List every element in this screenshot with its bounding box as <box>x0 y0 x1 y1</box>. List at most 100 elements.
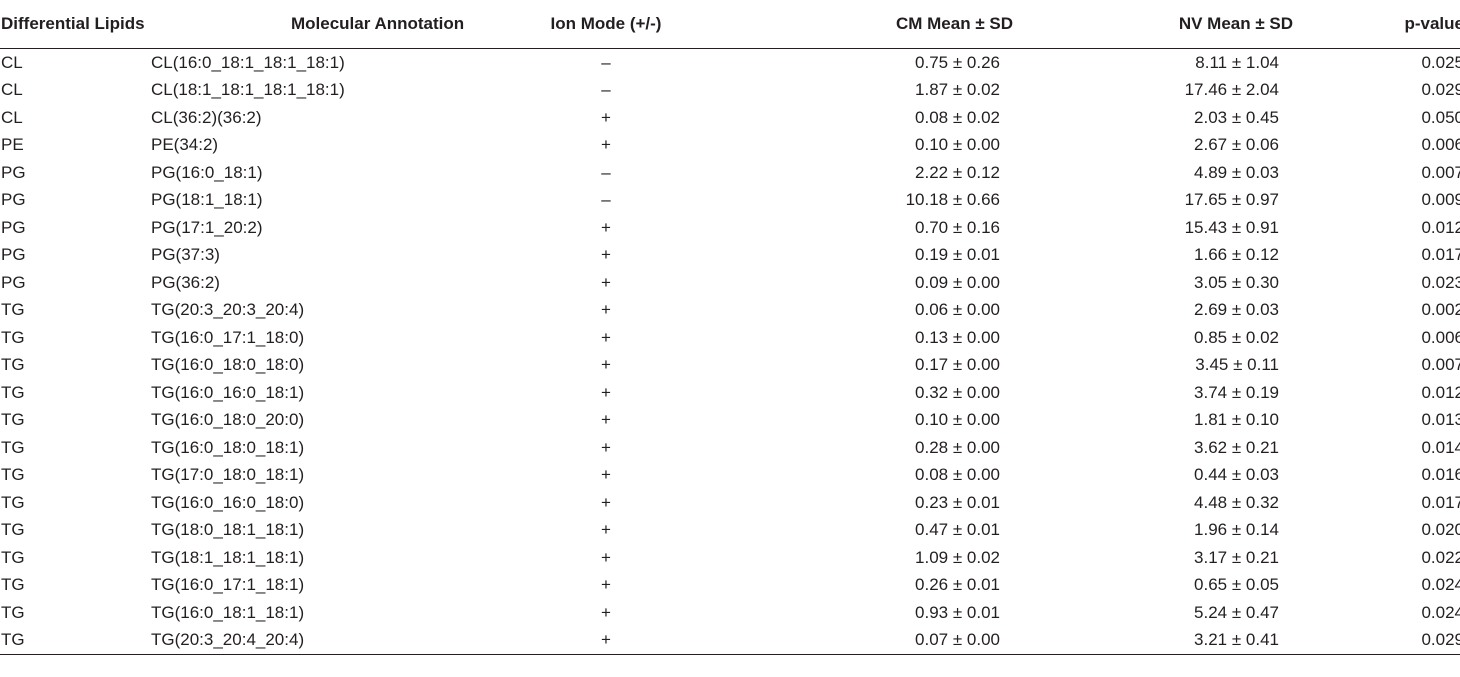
ion-mode-cell: + <box>601 575 611 595</box>
ion-mode-cell: + <box>601 410 611 430</box>
lipid-class-cell: PG <box>1 162 26 182</box>
table-row: TG TG(18:0_18:1_18:1) +0.47 ± 0.01 1.96 ± 0… <box>0 517 1460 545</box>
cm-mean-sd-cell: 2.22 ± 0.12 <box>915 162 1000 182</box>
lipid-class-cell: TG <box>1 602 25 622</box>
table-row: TG TG(17:0_18:0_18:1) +0.08 ± 0.00 0.44 ± 0… <box>0 462 1460 490</box>
cm-mean-sd-cell: 0.19 ± 0.01 <box>915 245 1000 265</box>
nv-mean-sd-cell: 3.62 ± 0.21 <box>1194 437 1279 457</box>
nv-mean-sd-cell: 2.69 ± 0.03 <box>1194 300 1279 320</box>
ion-mode-cell: – <box>601 80 611 100</box>
cm-mean-sd-cell: 0.70 ± 0.16 <box>915 217 1000 237</box>
p-value-cell: 0.006 <box>1421 327 1460 347</box>
lipid-class-cell: CL <box>1 80 23 100</box>
table-row: TG TG(16:0_18:0_18:1) +0.28 ± 0.00 3.62 ± 0… <box>0 434 1460 462</box>
nv-mean-sd-cell: 15.43 ± 0.91 <box>1184 217 1279 237</box>
lipid-class-cell: PG <box>1 272 26 292</box>
molecular-annotation-cell: PG(18:1_18:1) <box>151 190 263 210</box>
p-value-cell: 0.024 <box>1421 575 1460 595</box>
nv-mean-sd-cell: 0.44 ± 0.03 <box>1194 465 1279 485</box>
ion-mode-cell: + <box>601 492 611 512</box>
lipid-class-cell: TG <box>1 492 25 512</box>
lipid-class-cell: PG <box>1 217 26 237</box>
cm-mean-sd-cell: 0.06 ± 0.00 <box>915 300 1000 320</box>
lipid-class-cell: TG <box>1 327 25 347</box>
molecular-annotation-cell: TG(16:0_16:0_18:0) <box>151 492 305 512</box>
table-row: PG PG(17:1_20:2) +0.70 ± 0.16 15.43 ± 0.91 0… <box>0 214 1460 242</box>
molecular-annotation-cell: PG(37:3) <box>151 245 220 265</box>
ion-mode-cell: + <box>601 300 611 320</box>
molecular-annotation-cell: TG(17:0_18:0_18:1) <box>151 465 305 485</box>
lipid-class-cell: PE <box>1 135 24 155</box>
p-value-cell: 0.023 <box>1421 272 1460 292</box>
p-value-cell: 0.025 <box>1421 52 1460 72</box>
table-row: PG PG(36:2) +0.09 ± 0.00 3.05 ± 0.30 0.023 <box>0 269 1460 297</box>
lipid-class-cell: TG <box>1 547 25 567</box>
p-value-cell: 0.029 <box>1293 626 1460 655</box>
molecular-annotation-cell: CL(18:1_18:1_18:1_18:1) <box>151 80 345 100</box>
table-row: CL CL(16:0_18:1_18:1_18:1) – 0.75 ± 0.26 8.1… <box>0 49 1460 77</box>
ion-mode-cell: – <box>601 52 611 72</box>
p-value-cell: 0.007 <box>1421 162 1460 182</box>
nv-mean-sd-cell: 0.65 ± 0.05 <box>1194 575 1279 595</box>
nv-mean-sd-cell: 8.11 ± 1.04 <box>1195 52 1279 72</box>
ion-mode-cell: + <box>601 602 611 622</box>
p-value-cell: 0.024 <box>1421 602 1460 622</box>
header-molecular-annotation: Molecular Annotation <box>151 0 481 49</box>
p-value-cell: 0.012 <box>1421 382 1460 402</box>
nv-mean-sd-cell: 3.21 ± 0.41 <box>1016 626 1293 655</box>
molecular-annotation-cell: PG(16:0_18:1) <box>151 162 263 182</box>
cm-mean-sd-cell: 0.17 ± 0.00 <box>915 355 1000 375</box>
table-row: TG TG(16:0_16:0_18:0) +0.23 ± 0.01 4.48 ± 0… <box>0 489 1460 517</box>
cm-mean-sd-cell: 0.10 ± 0.00 <box>915 410 1000 430</box>
cm-mean-sd-cell: 0.32 ± 0.00 <box>915 382 1000 402</box>
table-row: TG TG(16:0_17:1_18:1) +0.26 ± 0.01 0.65 ± 0… <box>0 572 1460 600</box>
cm-mean-sd-cell: 0.26 ± 0.01 <box>915 575 1000 595</box>
nv-mean-sd-cell: 5.24 ± 0.47 <box>1194 602 1279 622</box>
molecular-annotation-cell: CL(36:2)(36:2) <box>151 107 262 127</box>
header-ion-mode: Ion Mode (+/-) <box>481 0 731 49</box>
molecular-annotation-cell: TG(16:0_18:0_18:1) <box>151 437 305 457</box>
p-value-cell: 0.017 <box>1421 245 1460 265</box>
table-row: TG TG(20:3_20:4_20:4) +0.07 ± 0.00 3.21 ± 0… <box>0 626 1460 655</box>
p-value-cell: 0.016 <box>1421 465 1460 485</box>
p-value-cell: 0.009 <box>1421 190 1460 210</box>
header-row: Differential Lipids Molecular Annotation… <box>0 0 1460 49</box>
nv-mean-sd-cell: 3.05 ± 0.30 <box>1194 272 1279 292</box>
ion-mode-cell: + <box>601 327 611 347</box>
molecular-annotation-cell: TG(18:1_18:1_18:1) <box>151 547 305 567</box>
table-row: CL CL(18:1_18:1_18:1_18:1) – 1.87 ± 0.02 17.… <box>0 77 1460 105</box>
table-row: CL CL(36:2)(36:2) +0.08 ± 0.02 2.03 ± 0.45 0… <box>0 104 1460 132</box>
p-value-cell: 0.020 <box>1421 520 1460 540</box>
molecular-annotation-cell: PE(34:2) <box>151 135 219 155</box>
table-row: TG TG(16:0_18:0_20:0) +0.10 ± 0.00 1.81 ± 0… <box>0 407 1460 435</box>
cm-mean-sd-cell: 0.10 ± 0.00 <box>915 135 1000 155</box>
p-value-cell: 0.006 <box>1421 135 1460 155</box>
nv-mean-sd-cell: 1.96 ± 0.14 <box>1194 520 1279 540</box>
cm-mean-sd-cell: 0.93 ± 0.01 <box>915 602 1000 622</box>
nv-mean-sd-cell: 17.46 ± 2.04 <box>1184 80 1279 100</box>
table-row: PG PG(16:0_18:1) – 2.22 ± 0.12 4.89 ± 0.03 0.… <box>0 159 1460 187</box>
ion-mode-cell: + <box>601 547 611 567</box>
molecular-annotation-cell: TG(16:0_17:1_18:0) <box>151 327 305 347</box>
p-value-cell: 0.012 <box>1421 217 1460 237</box>
ion-mode-cell: + <box>601 382 611 402</box>
p-value-cell: 0.013 <box>1421 410 1460 430</box>
lipid-class-cell: TG <box>1 410 25 430</box>
cm-mean-sd-cell: 0.28 ± 0.00 <box>915 437 1000 457</box>
ion-mode-cell: + <box>601 437 611 457</box>
table-row: PG PG(37:3) +0.19 ± 0.01 1.66 ± 0.12 0.017 <box>0 242 1460 270</box>
table-row: TG TG(20:3_20:3_20:4) +0.06 ± 0.00 2.69 ± 0… <box>0 297 1460 325</box>
nv-mean-sd-cell: 3.74 ± 0.19 <box>1194 382 1279 402</box>
molecular-annotation-cell: PG(17:1_20:2) <box>151 217 263 237</box>
header-differential-lipids: Differential Lipids <box>0 0 151 49</box>
ion-mode-cell: + <box>601 520 611 540</box>
molecular-annotation-cell: TG(16:0_18:0_18:0) <box>151 355 305 375</box>
lipid-class-cell: TG <box>1 437 25 457</box>
lipid-class-cell: CL <box>1 52 23 72</box>
p-value-cell: 0.017 <box>1421 492 1460 512</box>
header-nv-mean-sd: NV Mean ± SD <box>1016 0 1293 49</box>
ion-mode-cell: + <box>601 355 611 375</box>
cm-mean-sd-cell: 0.47 ± 0.01 <box>915 520 1000 540</box>
nv-mean-sd-cell: 3.17 ± 0.21 <box>1194 547 1279 567</box>
